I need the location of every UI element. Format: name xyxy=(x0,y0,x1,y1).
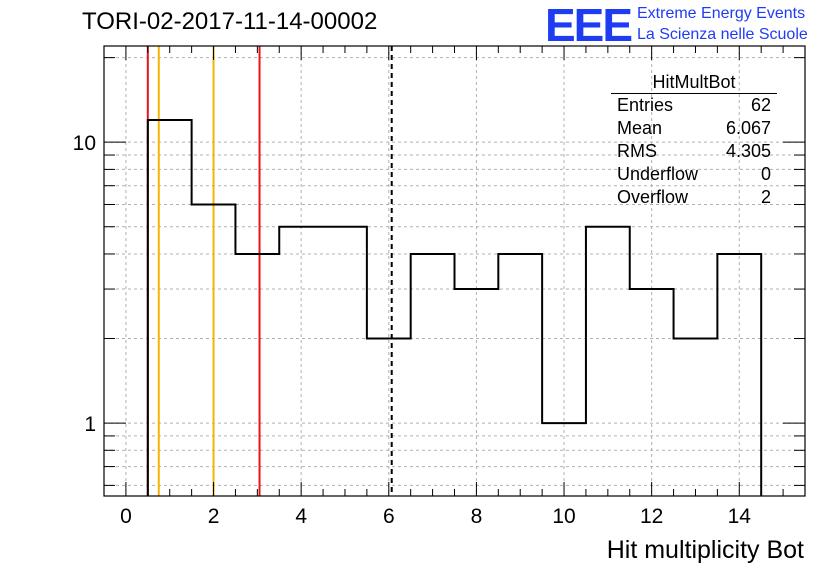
histogram-bars xyxy=(146,118,763,496)
x-tick-label: 4 xyxy=(295,505,307,528)
stats-value: 6.067 xyxy=(725,118,771,138)
histogram-outline xyxy=(146,118,763,496)
stats-row-mean: Mean 6.067 xyxy=(611,117,777,140)
x-tick-label: 8 xyxy=(471,505,483,528)
stats-value: 62 xyxy=(750,95,771,115)
stats-label: Mean xyxy=(617,118,663,138)
stats-label: Entries xyxy=(617,95,674,115)
logo-line-2: La Scienza nelle Scuole xyxy=(637,26,808,43)
stats-title: HitMultBot xyxy=(611,72,777,94)
stats-label: Overflow xyxy=(617,187,689,207)
stats-row-rms: RMS 4.305 xyxy=(611,140,777,163)
logo-mark: EEE xyxy=(545,0,633,51)
y-tick-label: 10 xyxy=(73,132,96,155)
histogram-bar xyxy=(630,289,674,496)
reference-lines xyxy=(146,46,393,496)
stats-value: 0 xyxy=(760,164,771,184)
histogram-bar xyxy=(279,227,367,496)
x-tick-label: 10 xyxy=(552,505,575,528)
histogram-bar xyxy=(148,120,192,496)
x-tick-label: 6 xyxy=(383,505,395,528)
stats-row-underflow: Underflow 0 xyxy=(611,163,777,186)
axes: 0 2 4 6 8 10 12 14 1 10 xyxy=(73,45,806,528)
x-tick-label: 0 xyxy=(120,505,132,528)
stats-value: 2 xyxy=(760,187,771,207)
histogram-bar xyxy=(411,254,455,496)
histogram-bar xyxy=(455,289,499,496)
stats-box: HitMultBot Entries 62 Mean 6.067 RMS 4.3… xyxy=(611,72,777,209)
stats-row-overflow: Overflow 2 xyxy=(611,186,777,209)
logo-line-1: Extreme Energy Events xyxy=(637,5,806,22)
x-tick-label: 14 xyxy=(728,505,752,528)
stats-value: 4.305 xyxy=(725,141,771,161)
histogram-bar xyxy=(674,339,718,496)
stats-label: Underflow xyxy=(617,164,699,184)
histogram-bar xyxy=(717,254,761,496)
x-tick-label: 2 xyxy=(208,505,220,528)
histogram-bar xyxy=(498,254,542,496)
stats-row-entries: Entries 62 xyxy=(611,94,777,117)
histogram-bar xyxy=(586,227,630,496)
y-tick-label: 1 xyxy=(84,413,96,436)
stats-label: RMS xyxy=(617,141,657,161)
x-axis-label: Hit multiplicity Bot xyxy=(606,536,804,564)
run-title: TORI-02-2017-11-14-00002 xyxy=(82,8,378,35)
x-tick-label: 12 xyxy=(640,505,663,528)
histogram-bar xyxy=(235,254,279,496)
